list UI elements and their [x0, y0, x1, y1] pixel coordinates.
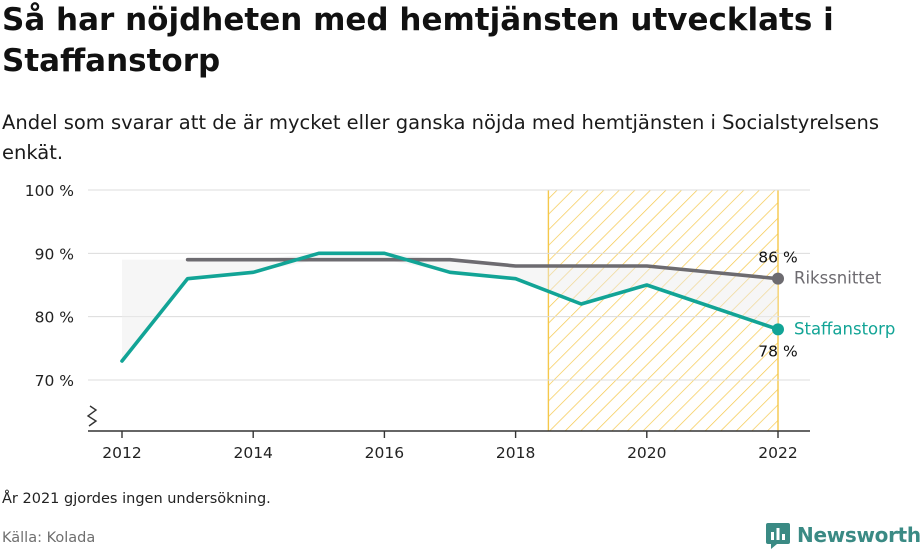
x-tick-label: 2022 [758, 444, 797, 462]
x-tick-label: 2012 [102, 444, 141, 462]
x-tick-label: 2016 [365, 444, 404, 462]
y-tick-label: 100 % [25, 182, 74, 200]
footnote: År 2021 gjordes ingen undersökning. [2, 491, 271, 507]
staffanstorp-end-point [772, 323, 784, 336]
chart-title: Så har nöjdheten med hemtjänsten utveckl… [2, 2, 834, 79]
chart-subtitle: Andel som svarar att de är mycket eller … [2, 111, 880, 164]
axis-break-icon [86, 405, 98, 427]
newsworthy-logo: Newsworthy [765, 519, 920, 551]
staffanstorp-line [120, 251, 780, 363]
rikssnittet-series-label: Rikssnittet [794, 269, 882, 288]
difference-band [122, 253, 778, 361]
x-tick-label: 2014 [233, 444, 272, 462]
x-tick-label: 2020 [627, 444, 666, 462]
bar-chart-icon [766, 523, 790, 549]
line-chart: 70 % 80 % 90 % 100 % 2012 2014 2016 2018 2020 202… [25, 182, 896, 462]
highlight-region [548, 190, 778, 431]
brand-name: Newsworthy [797, 523, 920, 547]
y-tick-label: 80 % [35, 309, 74, 327]
x-tick-label: 2018 [496, 444, 535, 462]
staffanstorp-series-label: Staffanstorp [794, 319, 895, 338]
y-tick-label: 90 % [35, 245, 74, 263]
staffanstorp-value-label: 78 % [758, 342, 797, 360]
rikssnittet-end-point [772, 272, 784, 285]
y-tick-label: 70 % [35, 372, 74, 390]
rikssnittet-value-label: 86 % [758, 249, 797, 267]
rikssnittet-line [185, 257, 780, 281]
source-text: Källa: Kolada [2, 530, 96, 546]
